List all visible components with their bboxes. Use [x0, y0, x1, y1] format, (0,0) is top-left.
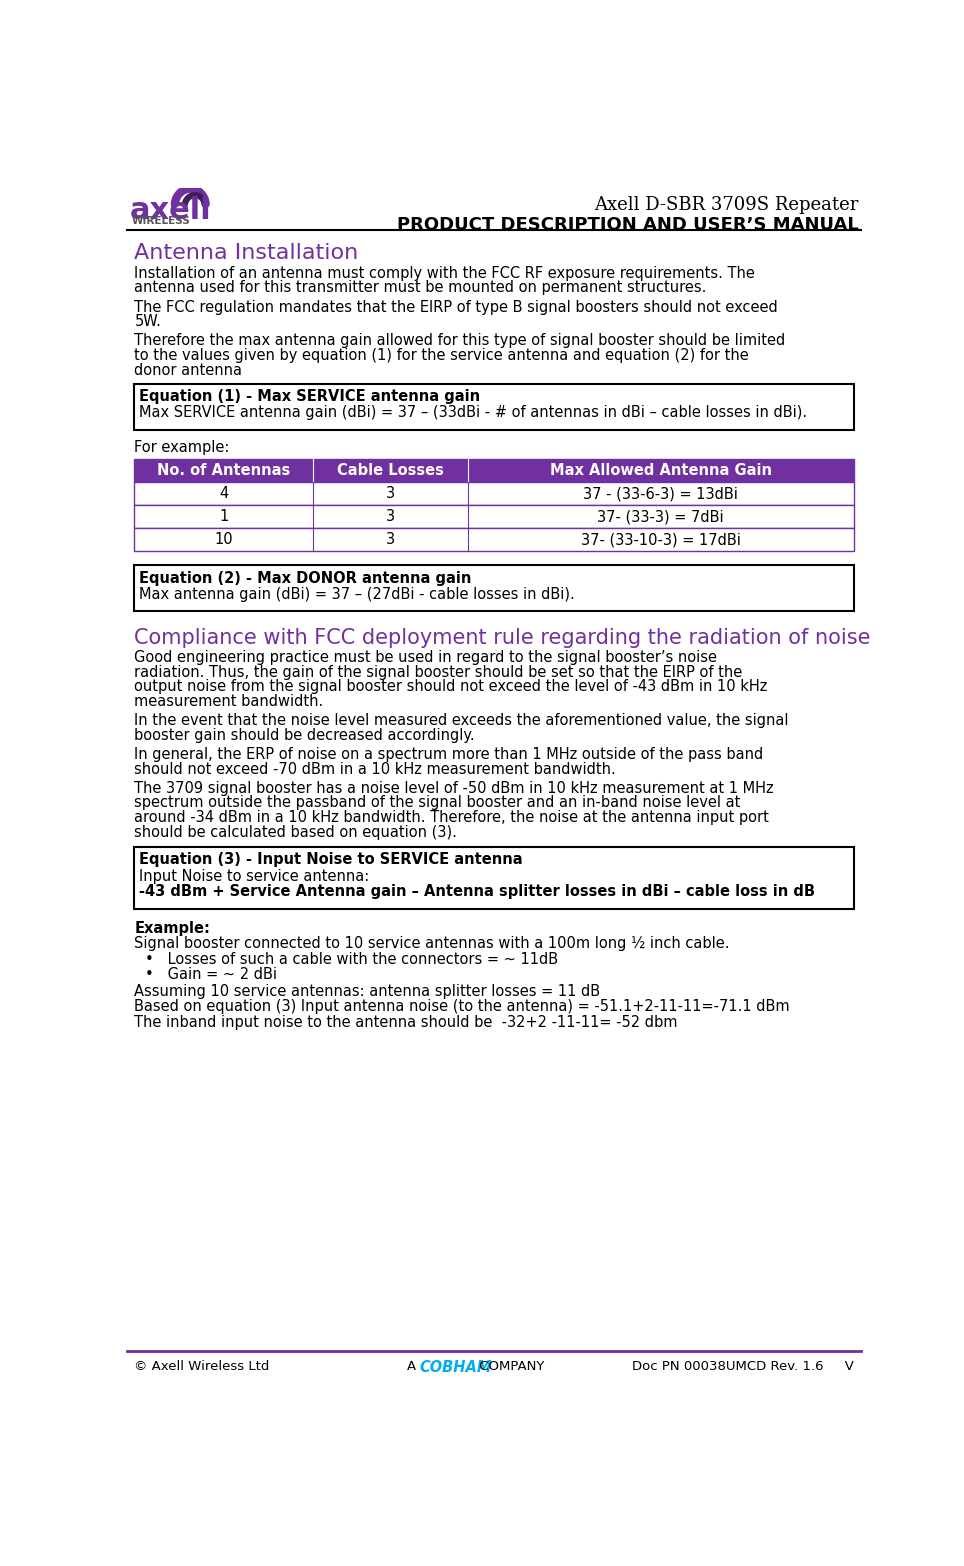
Text: In general, the ERP of noise on a spectrum more than 1 MHz outside of the pass b: In general, the ERP of noise on a spectr…: [134, 747, 763, 763]
Text: The 3709 signal booster has a noise level of -50 dBm in 10 kHz measurement at 1 : The 3709 signal booster has a noise leve…: [134, 781, 774, 796]
Text: Axell D-SBR 3709S Repeater: Axell D-SBR 3709S Repeater: [594, 196, 858, 213]
Text: 37- (33-3) = 7dBi: 37- (33-3) = 7dBi: [598, 509, 724, 525]
Text: No. of Antennas: No. of Antennas: [157, 464, 290, 478]
Text: Compliance with FCC deployment rule regarding the radiation of noise: Compliance with FCC deployment rule rega…: [134, 628, 870, 648]
Text: Good engineering practice must be used in regard to the signal booster’s noise: Good engineering practice must be used i…: [134, 650, 717, 666]
Text: measurement bandwidth.: measurement bandwidth.: [134, 694, 324, 709]
FancyBboxPatch shape: [134, 459, 854, 482]
Text: to the values given by equation (1) for the service antenna and equation (2) for: to the values given by equation (1) for …: [134, 348, 749, 363]
Text: Equation (3) - Input Noise to SERVICE antenna: Equation (3) - Input Noise to SERVICE an…: [139, 852, 522, 868]
Text: In the event that the noise level measured exceeds the aforementioned value, the: In the event that the noise level measur…: [134, 713, 789, 728]
Text: Signal booster connected to 10 service antennas with a 100m long ½ inch cable.: Signal booster connected to 10 service a…: [134, 936, 730, 952]
FancyBboxPatch shape: [134, 528, 854, 551]
Text: Equation (1) - Max SERVICE antenna gain: Equation (1) - Max SERVICE antenna gain: [139, 388, 480, 404]
Text: around -34 dBm in a 10 kHz bandwidth. Therefore, the noise at the antenna input : around -34 dBm in a 10 kHz bandwidth. Th…: [134, 810, 769, 825]
Text: 1: 1: [219, 509, 228, 525]
Text: Doc PN 00038UMCD Rev. 1.6     V: Doc PN 00038UMCD Rev. 1.6 V: [631, 1359, 854, 1373]
Text: Input Noise to service antenna:: Input Noise to service antenna:: [139, 869, 369, 883]
Text: 5W.: 5W.: [134, 315, 161, 329]
Text: Max Allowed Antenna Gain: Max Allowed Antenna Gain: [549, 464, 771, 478]
Text: •   Gain = ~ 2 dBi: • Gain = ~ 2 dBi: [146, 968, 278, 982]
Text: PRODUCT DESCRIPTION AND USER’S MANUAL: PRODUCT DESCRIPTION AND USER’S MANUAL: [396, 216, 858, 233]
Text: output noise from the signal booster should not exceed the level of -43 dBm in 1: output noise from the signal booster sho…: [134, 680, 767, 694]
Text: radiation. Thus, the gain of the signal booster should be set so that the EIRP o: radiation. Thus, the gain of the signal …: [134, 664, 742, 680]
Text: A: A: [407, 1359, 420, 1373]
Text: axell: axell: [130, 196, 211, 224]
Text: Example:: Example:: [134, 921, 210, 936]
Text: booster gain should be decreased accordingly.: booster gain should be decreased accordi…: [134, 728, 475, 742]
Text: Antenna Installation: Antenna Installation: [134, 243, 359, 263]
Text: COBHAM: COBHAM: [419, 1359, 492, 1375]
Text: 4: 4: [219, 485, 228, 501]
Text: 37- (33-10-3) = 17dBi: 37- (33-10-3) = 17dBi: [580, 532, 740, 547]
Text: -43 dBm + Service Antenna gain – Antenna splitter losses in dBi – cable loss in : -43 dBm + Service Antenna gain – Antenna…: [139, 883, 816, 899]
Text: The FCC regulation mandates that the EIRP of type B signal boosters should not e: The FCC regulation mandates that the EIR…: [134, 299, 778, 315]
Text: Max SERVICE antenna gain (dBi) = 37 – (33dBi - # of antennas in dBi – cable loss: Max SERVICE antenna gain (dBi) = 37 – (3…: [139, 406, 807, 420]
Text: donor antenna: donor antenna: [134, 363, 243, 377]
Text: •   Losses of such a cable with the connectors = ~ 11dB: • Losses of such a cable with the connec…: [146, 952, 558, 966]
Text: 3: 3: [386, 532, 395, 547]
Text: should not exceed -70 dBm in a 10 kHz measurement bandwidth.: should not exceed -70 dBm in a 10 kHz me…: [134, 761, 616, 777]
Text: Based on equation (3) Input antenna noise (to the antenna) = -51.1+2-11-11=-71.1: Based on equation (3) Input antenna nois…: [134, 999, 790, 1015]
FancyBboxPatch shape: [134, 482, 854, 506]
Text: COMPANY: COMPANY: [475, 1359, 545, 1373]
Text: antenna used for this transmitter must be mounted on permanent structures.: antenna used for this transmitter must b…: [134, 280, 707, 296]
Text: 10: 10: [214, 532, 233, 547]
Text: Therefore the max antenna gain allowed for this type of signal booster should be: Therefore the max antenna gain allowed f…: [134, 334, 786, 349]
Text: 3: 3: [386, 509, 395, 525]
FancyBboxPatch shape: [134, 847, 854, 908]
Text: Installation of an antenna must comply with the FCC RF exposure requirements. Th: Installation of an antenna must comply w…: [134, 266, 756, 280]
FancyBboxPatch shape: [134, 384, 854, 429]
Text: Equation (2) - Max DONOR antenna gain: Equation (2) - Max DONOR antenna gain: [139, 570, 471, 586]
FancyBboxPatch shape: [134, 565, 854, 611]
Text: WIRELESS: WIRELESS: [131, 216, 190, 226]
Text: 37 - (33-6-3) = 13dBi: 37 - (33-6-3) = 13dBi: [583, 485, 738, 501]
Text: should be calculated based on equation (3).: should be calculated based on equation (…: [134, 825, 457, 839]
Text: 3: 3: [386, 485, 395, 501]
Text: Max antenna gain (dBi) = 37 – (27dBi - cable losses in dBi).: Max antenna gain (dBi) = 37 – (27dBi - c…: [139, 587, 575, 601]
Text: Cable Losses: Cable Losses: [336, 464, 443, 478]
Text: Assuming 10 service antennas: antenna splitter losses = 11 dB: Assuming 10 service antennas: antenna sp…: [134, 983, 601, 999]
Text: spectrum outside the passband of the signal booster and an in-band noise level a: spectrum outside the passband of the sig…: [134, 796, 740, 811]
FancyBboxPatch shape: [134, 506, 854, 528]
Text: The inband input noise to the antenna should be  -32+2 -11-11= -52 dbm: The inband input noise to the antenna sh…: [134, 1015, 678, 1030]
Text: For example:: For example:: [134, 440, 229, 456]
Text: © Axell Wireless Ltd: © Axell Wireless Ltd: [134, 1359, 270, 1373]
